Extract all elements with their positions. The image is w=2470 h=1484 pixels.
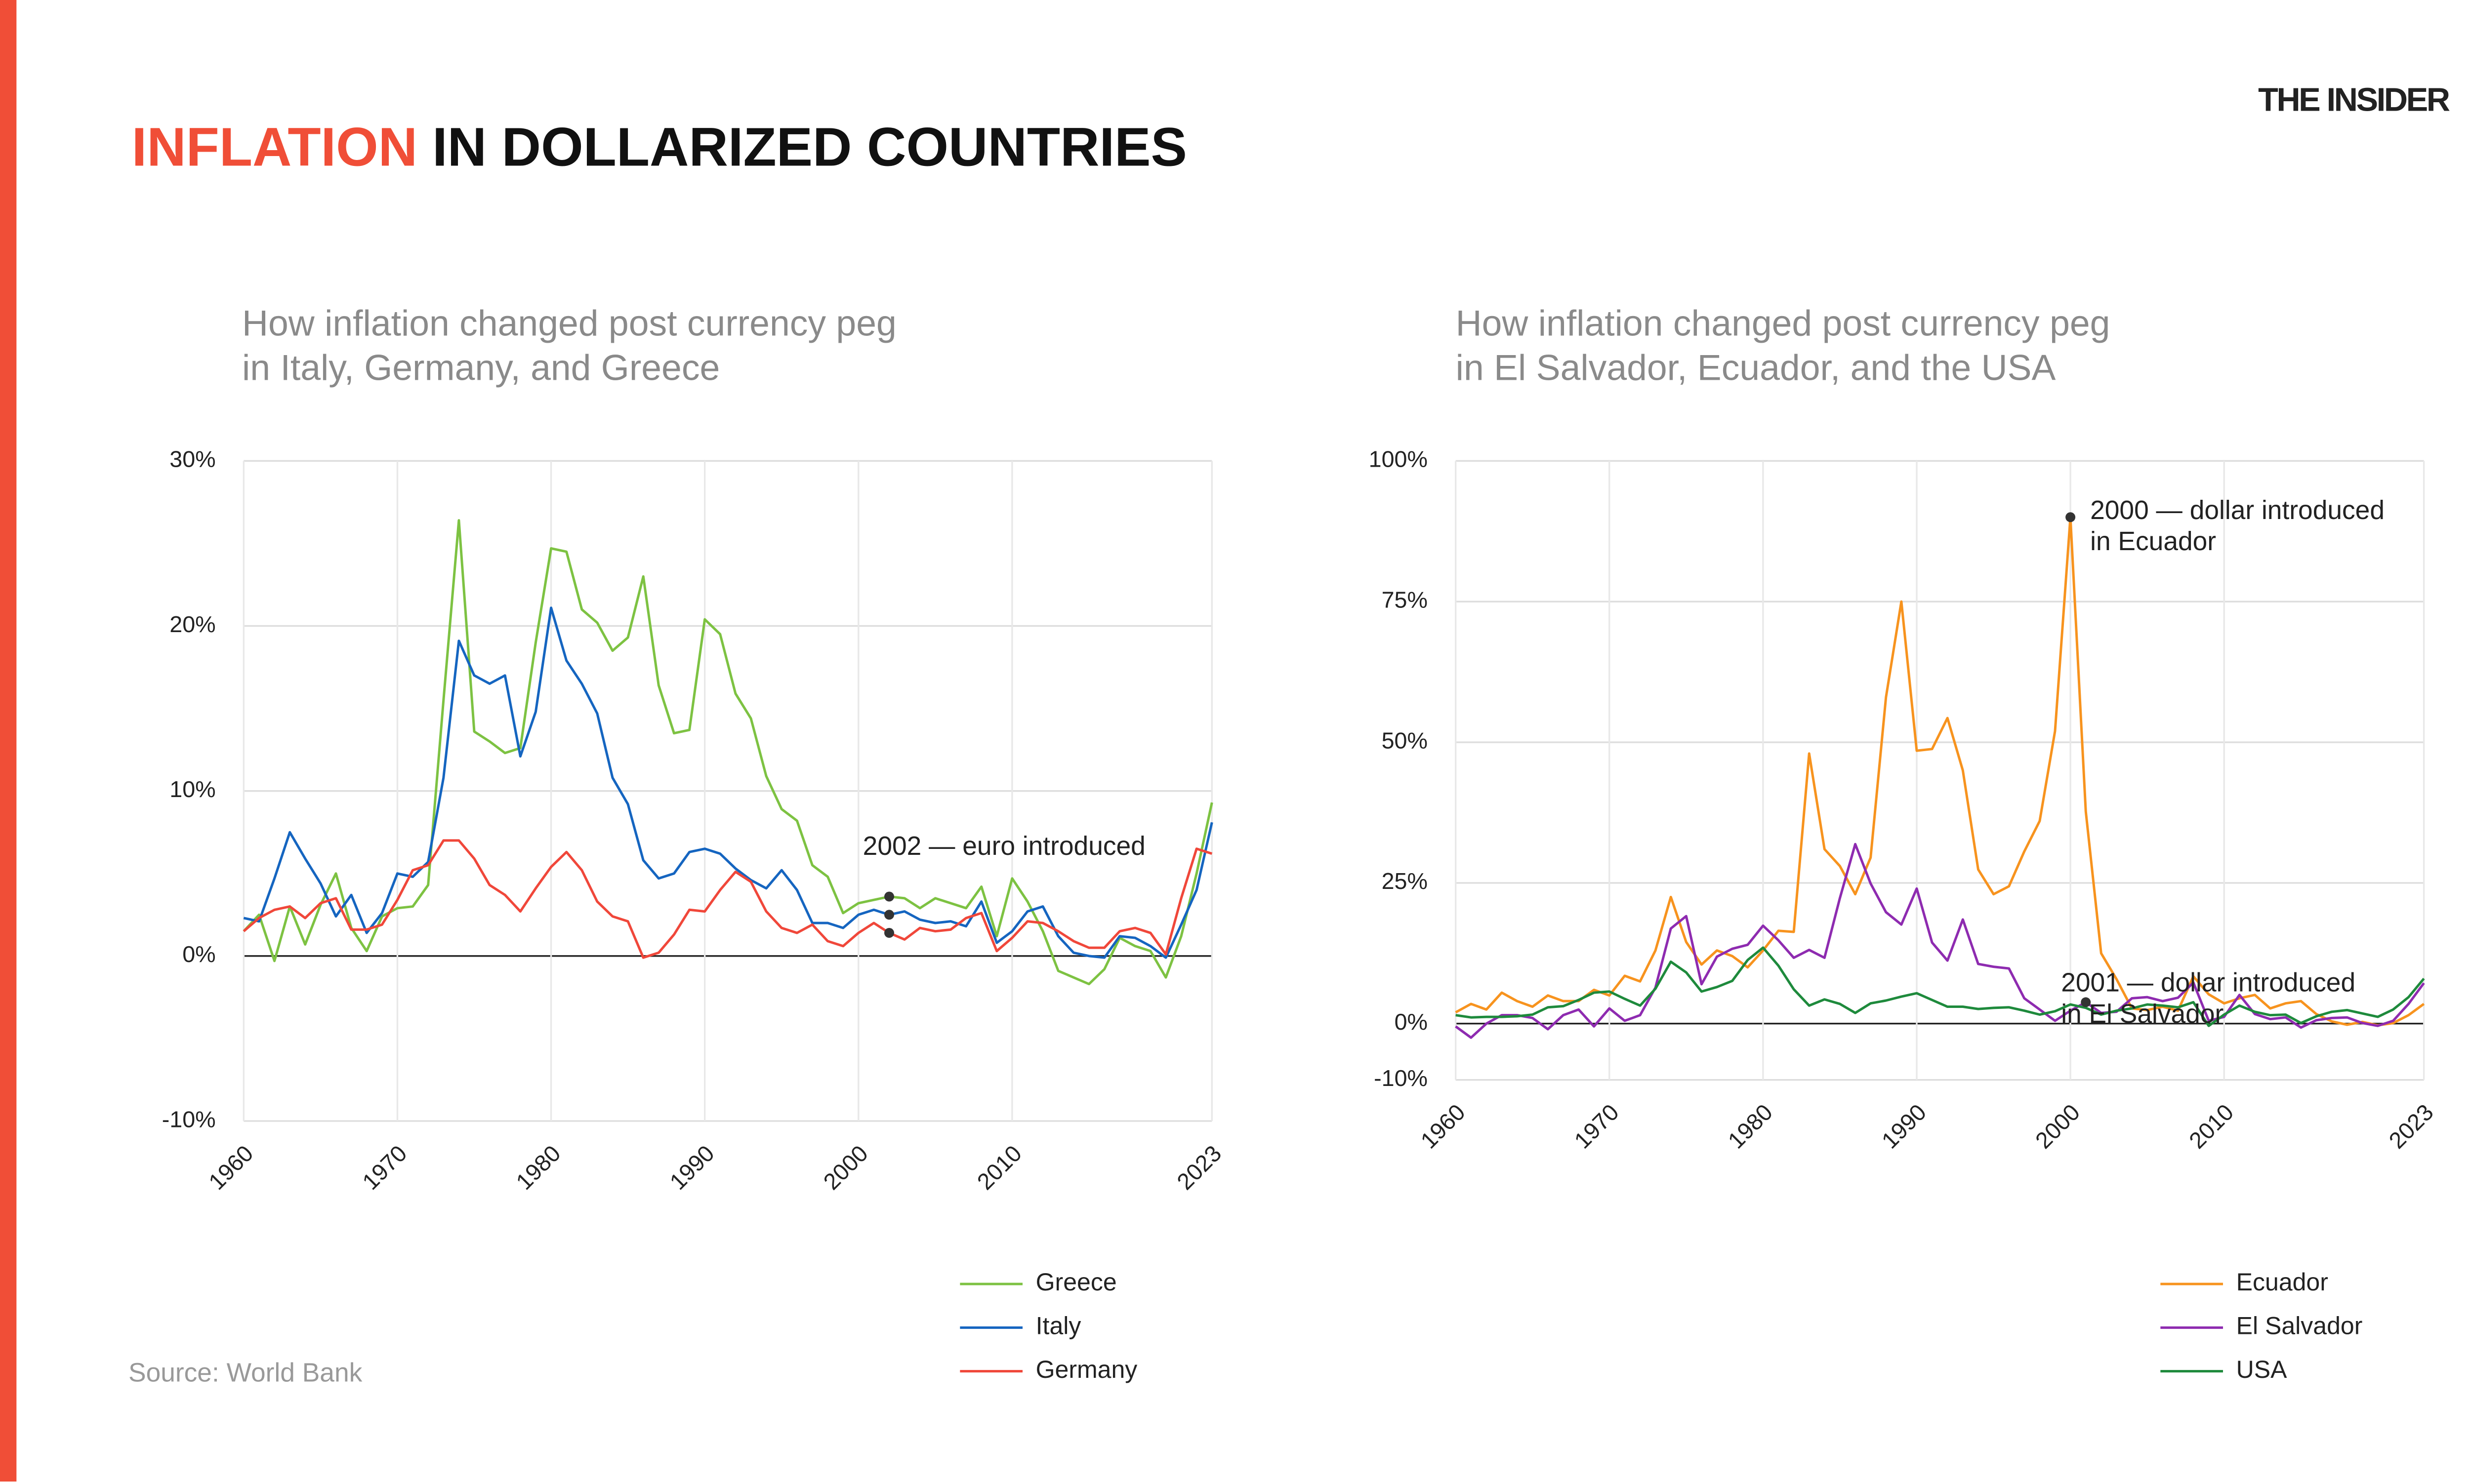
annotation: 2002 — euro introduced bbox=[863, 832, 1146, 861]
y-tick-label: 30% bbox=[169, 446, 215, 472]
title: INFLATION IN DOLLARIZED COUNTRIES bbox=[132, 117, 1187, 178]
chart-subtitle: How inflation changed post currency peg bbox=[242, 303, 897, 343]
annotation-dot bbox=[884, 891, 894, 902]
y-tick-label: -10% bbox=[1374, 1065, 1428, 1091]
y-tick-label: -10% bbox=[162, 1106, 216, 1132]
series-line bbox=[243, 839, 1213, 959]
chart-subtitle: in Italy, Germany, and Greece bbox=[242, 347, 720, 388]
legend-label: Italy bbox=[1036, 1312, 1081, 1340]
y-tick-label: 20% bbox=[169, 611, 215, 637]
series-line bbox=[243, 519, 1213, 986]
annotation-dot bbox=[884, 928, 894, 938]
series-line bbox=[243, 606, 1213, 959]
y-tick-label: 50% bbox=[1382, 727, 1428, 753]
accent-bar bbox=[0, 0, 17, 1482]
y-tick-label: 25% bbox=[1382, 868, 1428, 894]
y-tick-label: 75% bbox=[1382, 587, 1428, 613]
brand: THE INSIDER bbox=[2258, 81, 2450, 118]
annotation: in Ecuador bbox=[2090, 527, 2216, 556]
legend-label: El Salvador bbox=[2236, 1312, 2363, 1340]
legend-label: Greece bbox=[1036, 1268, 1117, 1296]
annotation: 2001 — dollar introduced bbox=[2061, 968, 2355, 997]
chart-subtitle: in El Salvador, Ecuador, and the USA bbox=[1456, 347, 2056, 388]
title-highlight: INFLATION bbox=[132, 117, 417, 178]
chart-subtitle: How inflation changed post currency peg bbox=[1456, 303, 2110, 343]
legend-label: USA bbox=[2236, 1356, 2287, 1383]
y-tick-label: 0% bbox=[182, 941, 215, 967]
annotation-dot bbox=[884, 910, 894, 920]
y-tick-label: 100% bbox=[1369, 446, 1428, 472]
legend-label: Ecuador bbox=[2236, 1268, 2328, 1296]
y-tick-label: 10% bbox=[169, 776, 215, 802]
series-line bbox=[1455, 516, 2425, 1027]
annotation: 2000 — dollar introduced bbox=[2090, 496, 2385, 525]
y-tick-label: 0% bbox=[1395, 1009, 1428, 1035]
annotation-dot bbox=[2065, 512, 2076, 522]
series-line bbox=[1455, 842, 2425, 1039]
legend-label: Germany bbox=[1036, 1356, 1138, 1383]
source: Source: World Bank bbox=[128, 1358, 363, 1387]
annotation-dot bbox=[2081, 997, 2091, 1007]
annotation: in El Salvador bbox=[2061, 1000, 2223, 1029]
series-line bbox=[1455, 946, 2425, 1027]
title-rest: IN DOLLARIZED COUNTRIES bbox=[432, 117, 1187, 178]
